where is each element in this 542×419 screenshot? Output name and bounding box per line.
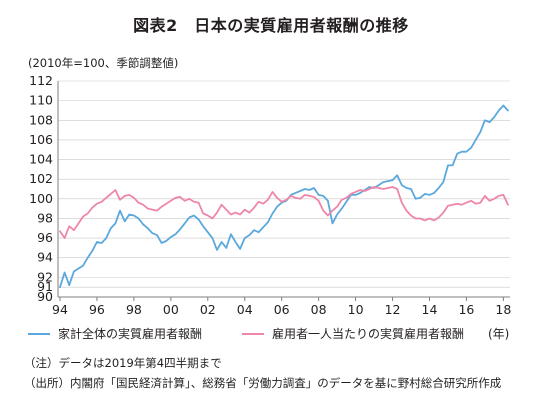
- series-line-2: [59, 186, 509, 240]
- x-tick-label: 10: [348, 302, 364, 317]
- x-tick-label: 02: [200, 302, 216, 317]
- legend-item-series1: 家計全体の実質雇用者報酬: [28, 325, 202, 342]
- legend-swatch-series2: [242, 332, 265, 335]
- x-tick-label: 06: [274, 302, 290, 317]
- x-tick-label: 14: [422, 302, 438, 317]
- notes: （注）データは2019年第4四半期まで （出所）内閣府「国民経済計算」、総務省「…: [24, 353, 501, 393]
- y-unit-label: (2010年=100、季節調整値): [28, 56, 179, 70]
- note-line: （注）データは2019年第4四半期まで: [24, 356, 222, 370]
- source-line: （出所）内閣府「国民経済計算」、総務省「労働力調査」のデータを基に野村総合研究所…: [24, 376, 502, 390]
- legend: 家計全体の実質雇用者報酬 雇用者一人当たりの実質雇用者報酬: [28, 325, 504, 342]
- y-tick-label: 104: [29, 152, 53, 167]
- chart-title: 図表2 日本の実質雇用者報酬の推移: [133, 16, 409, 35]
- y-tick-label: 110: [29, 93, 53, 108]
- y-tick-label: 96: [37, 230, 53, 245]
- x-tick-label: 94: [52, 302, 68, 317]
- legend-swatch-series1: [28, 332, 50, 335]
- legend-label-series1: 家計全体の実質雇用者報酬: [58, 327, 203, 341]
- x-tick-label: 98: [126, 302, 142, 317]
- x-tick-label: 08: [311, 302, 327, 317]
- y-tick-label: 98: [37, 210, 53, 225]
- y-tick-label: 90: [37, 289, 53, 304]
- x-tick-label: 16: [458, 302, 474, 317]
- series-line-1: [59, 104, 509, 289]
- x-tick-label: 12: [385, 302, 401, 317]
- y-tick-label: 92: [37, 269, 53, 284]
- legend-label-series2: 雇用者一人当たりの実質雇用者報酬: [272, 327, 465, 341]
- x-tick-label: 96: [89, 302, 105, 317]
- y-tick-label: 94: [37, 250, 53, 265]
- y-tick-label: 102: [29, 171, 53, 186]
- y-tick-label: 106: [29, 132, 53, 147]
- y-tick-label: 91: [37, 279, 53, 294]
- x-tick-label: 18: [495, 302, 511, 317]
- y-tick-label: 100: [29, 191, 53, 206]
- x-tick-label: 04: [237, 302, 253, 317]
- legend-item-series2: 雇用者一人当たりの実質雇用者報酬: [242, 325, 464, 342]
- y-tick-label: 112: [29, 73, 53, 88]
- x-unit-label: (年): [488, 327, 510, 341]
- x-tick-label: 00: [163, 302, 179, 317]
- y-tick-label: 108: [29, 112, 53, 127]
